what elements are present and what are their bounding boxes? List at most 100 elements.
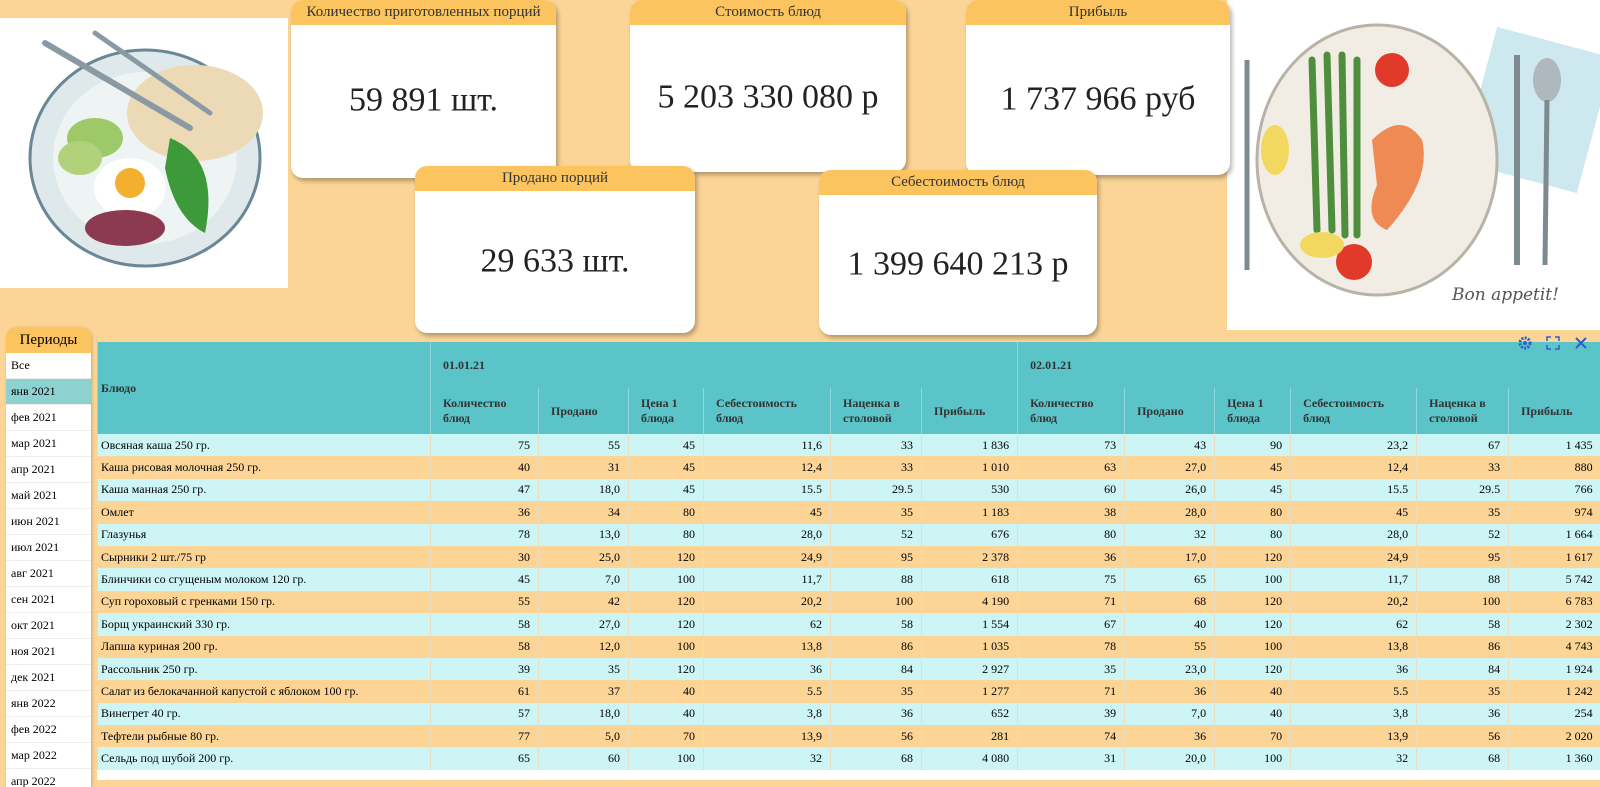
table-cell: 45: [629, 434, 704, 456]
kpi-title: Прибыль: [966, 0, 1230, 25]
table-cell: 67: [1018, 613, 1125, 635]
expand-icon[interactable]: [1546, 336, 1560, 350]
table-cell: 40: [431, 456, 539, 478]
table-cell: 38: [1018, 501, 1125, 523]
table-cell: 42: [539, 591, 629, 613]
table-cell: 39: [1018, 703, 1125, 725]
slicer-item[interactable]: сен 2021: [6, 587, 91, 613]
slicer-item[interactable]: фев 2022: [6, 717, 91, 743]
table-cell: 52: [831, 524, 922, 546]
table-cell: 35: [1417, 680, 1509, 702]
table-cell: 120: [1215, 613, 1291, 635]
table-cell: 7,0: [1125, 703, 1215, 725]
table-cell: 37: [539, 680, 629, 702]
table-cell: 1 435: [1509, 434, 1600, 456]
table-cell: 120: [1215, 658, 1291, 680]
dish-name: Рассольник 250 гр.: [98, 658, 431, 680]
table-cell: 35: [831, 501, 922, 523]
slicer-item[interactable]: янв 2022: [6, 691, 91, 717]
table-cell: 120: [1215, 546, 1291, 568]
table-cell: 15.5: [1291, 479, 1417, 501]
table-cell: 74: [1018, 725, 1125, 747]
settings-icon[interactable]: [1518, 336, 1532, 350]
table-cell: 29.5: [831, 479, 922, 501]
slicer-item[interactable]: окт 2021: [6, 613, 91, 639]
slicer-item[interactable]: апр 2022: [6, 769, 91, 787]
table-cell: 32: [1125, 524, 1215, 546]
dish-name: Винегрет 40 гр.: [98, 703, 431, 725]
table-cell: 13,8: [1291, 636, 1417, 658]
slicer-item[interactable]: ноя 2021: [6, 639, 91, 665]
kpi-title: Количество приготовленных порций: [291, 0, 556, 25]
table-cell: 18,0: [539, 479, 629, 501]
table-cell: 1 242: [1509, 680, 1600, 702]
slicer-item[interactable]: авг 2021: [6, 561, 91, 587]
table-cell: 20,0: [1125, 747, 1215, 769]
column-header: Продано: [539, 388, 629, 434]
table-cell: 26,0: [1125, 479, 1215, 501]
kpi-value: 1 399 640 213 р: [819, 245, 1097, 283]
table-cell: 18,0: [539, 703, 629, 725]
table-cell: 52: [1417, 524, 1509, 546]
slicer-item[interactable]: июн 2021: [6, 509, 91, 535]
table-cell: 45: [1215, 479, 1291, 501]
table-cell: 5,0: [539, 725, 629, 747]
table-cell: 1 277: [922, 680, 1018, 702]
table-cell: 652: [922, 703, 1018, 725]
table-cell: 47: [431, 479, 539, 501]
column-header: Цена 1 блюда: [629, 388, 704, 434]
table-cell: 35: [539, 658, 629, 680]
date-group-header: 01.01.21: [431, 342, 1018, 388]
table-cell: 1 554: [922, 613, 1018, 635]
table-cell: 36: [1125, 680, 1215, 702]
table-cell: 100: [1215, 747, 1291, 769]
table-cell: 24,9: [1291, 546, 1417, 568]
slicer-item[interactable]: май 2021: [6, 483, 91, 509]
table-cell: 13,9: [704, 725, 831, 747]
table-cell: 28,0: [704, 524, 831, 546]
table-cell: 766: [1509, 479, 1600, 501]
dish-name: Суп гороховый с гренками 150 гр.: [98, 591, 431, 613]
table-cell: 2 378: [922, 546, 1018, 568]
slicer-item[interactable]: апр 2021: [6, 457, 91, 483]
table-cell: 60: [539, 747, 629, 769]
table-cell: 67: [1417, 434, 1509, 456]
kpi-value: 29 633 шт.: [415, 242, 695, 280]
table-cell: 5.5: [1291, 680, 1417, 702]
slicer-item[interactable]: Все: [6, 353, 91, 379]
table-cell: 68: [831, 747, 922, 769]
slicer-item[interactable]: мар 2022: [6, 743, 91, 769]
table-cell: 17,0: [1125, 546, 1215, 568]
table-cell: 35: [831, 680, 922, 702]
slicer-item[interactable]: мар 2021: [6, 431, 91, 457]
table-cell: 23,0: [1125, 658, 1215, 680]
table-cell: 100: [629, 568, 704, 590]
dish-name: Борщ украинский 330 гр.: [98, 613, 431, 635]
table-cell: 20,2: [704, 591, 831, 613]
slicer-item[interactable]: фев 2021: [6, 405, 91, 431]
slicer-item[interactable]: янв 2021: [6, 379, 91, 405]
table-cell: 58: [1417, 613, 1509, 635]
table-cell: 40: [629, 703, 704, 725]
table-cell: 45: [1291, 501, 1417, 523]
table-cell: 32: [704, 747, 831, 769]
table-cell: 1 360: [1509, 747, 1600, 769]
close-icon[interactable]: [1574, 336, 1588, 350]
column-header: Цена 1 блюда: [1215, 388, 1291, 434]
column-header: Наценка в столовой: [1417, 388, 1509, 434]
slicer-item[interactable]: июл 2021: [6, 535, 91, 561]
table-cell: 28,0: [1125, 501, 1215, 523]
table-cell: 618: [922, 568, 1018, 590]
slicer-item[interactable]: дек 2021: [6, 665, 91, 691]
column-header: Количество блюд: [1018, 388, 1125, 434]
table-cell: 73: [1018, 434, 1125, 456]
table-cell: 36: [1417, 703, 1509, 725]
